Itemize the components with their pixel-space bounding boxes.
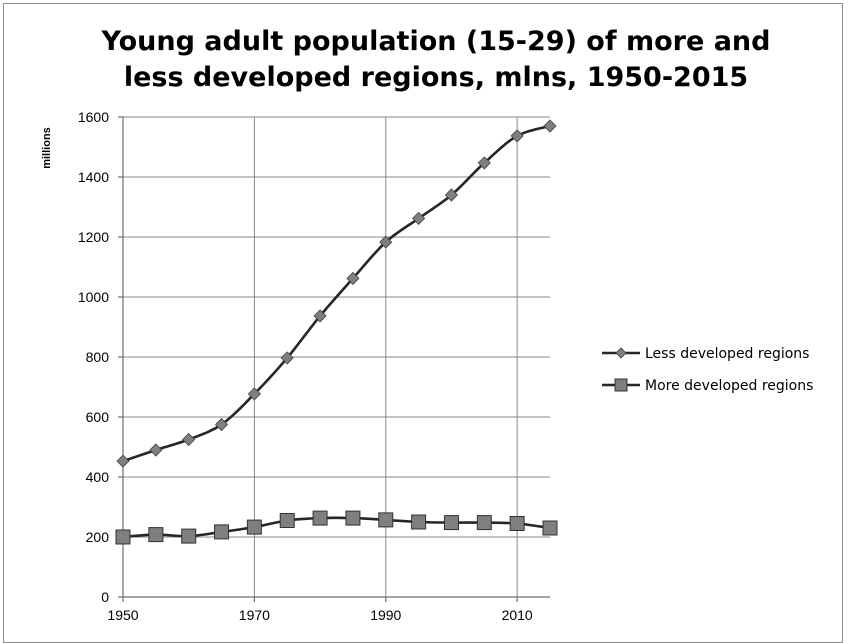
more-developed-point (148, 527, 164, 543)
more-developed-point (509, 516, 525, 531)
more-developed-point (542, 520, 558, 536)
more-developed-point (378, 512, 394, 528)
less-developed-point (247, 387, 261, 401)
less-developed-point (510, 129, 524, 143)
legend: Less developed regions More developed reg… (602, 346, 813, 394)
more-developed-point (279, 513, 295, 528)
axes (118, 116, 550, 602)
x-tick-label: 2010 (502, 607, 533, 623)
y-axis-label: millions (41, 127, 53, 169)
series-lines (122, 124, 551, 539)
more-developed-point (181, 528, 197, 544)
x-tick-label: 1950 (107, 607, 138, 623)
more-developed-point (246, 519, 262, 535)
more-developed-point (312, 510, 328, 526)
less-developed-point (543, 119, 557, 133)
y-tick-label: 600 (86, 409, 110, 425)
legend-label-more-developed: More developed regions (645, 378, 813, 394)
less-developed-point (280, 351, 294, 365)
more-developed-point (476, 515, 492, 531)
legend-marker-more-developed (614, 378, 628, 392)
y-tick-label: 400 (86, 469, 110, 485)
less-developed-point (379, 235, 393, 249)
series-line-less-developed (122, 124, 551, 463)
more-developed-point (443, 515, 459, 531)
more-developed-point (411, 514, 427, 530)
less-developed-point (149, 443, 163, 457)
more-developed-point (214, 524, 230, 540)
series-markers (115, 119, 558, 545)
y-tick-label: 1000 (78, 289, 109, 305)
less-developed-point (444, 188, 459, 202)
tick-labels: 0 200 400 600 800 1000 1200 1400 1600 1950 1970 199… (78, 109, 533, 623)
more-developed-point (115, 529, 131, 545)
x-tick-label: 1990 (370, 607, 401, 623)
less-developed-point (313, 309, 327, 323)
y-tick-label: 0 (101, 589, 109, 605)
less-developed-point (182, 432, 196, 447)
chart-title-line-1: Young adult population (15-29) of more a… (101, 26, 771, 57)
y-tick-label: 1600 (78, 109, 109, 125)
y-tick-label: 800 (86, 349, 110, 365)
y-tick-label: 200 (86, 529, 110, 545)
legend-marker-less-developed (615, 347, 627, 359)
legend-label-less-developed: Less developed regions (645, 346, 809, 362)
more-developed-point (345, 510, 361, 526)
less-developed-point (477, 156, 491, 170)
less-developed-point (116, 454, 130, 468)
less-developed-point (412, 211, 426, 225)
x-tick-label: 1970 (239, 607, 270, 623)
chart-title-line-2: less developed regions, mlns, 1950-2015 (124, 62, 748, 93)
less-developed-point (346, 271, 360, 285)
less-developed-point (214, 417, 229, 432)
y-tick-label: 1400 (78, 169, 109, 185)
y-tick-label: 1200 (78, 229, 109, 245)
